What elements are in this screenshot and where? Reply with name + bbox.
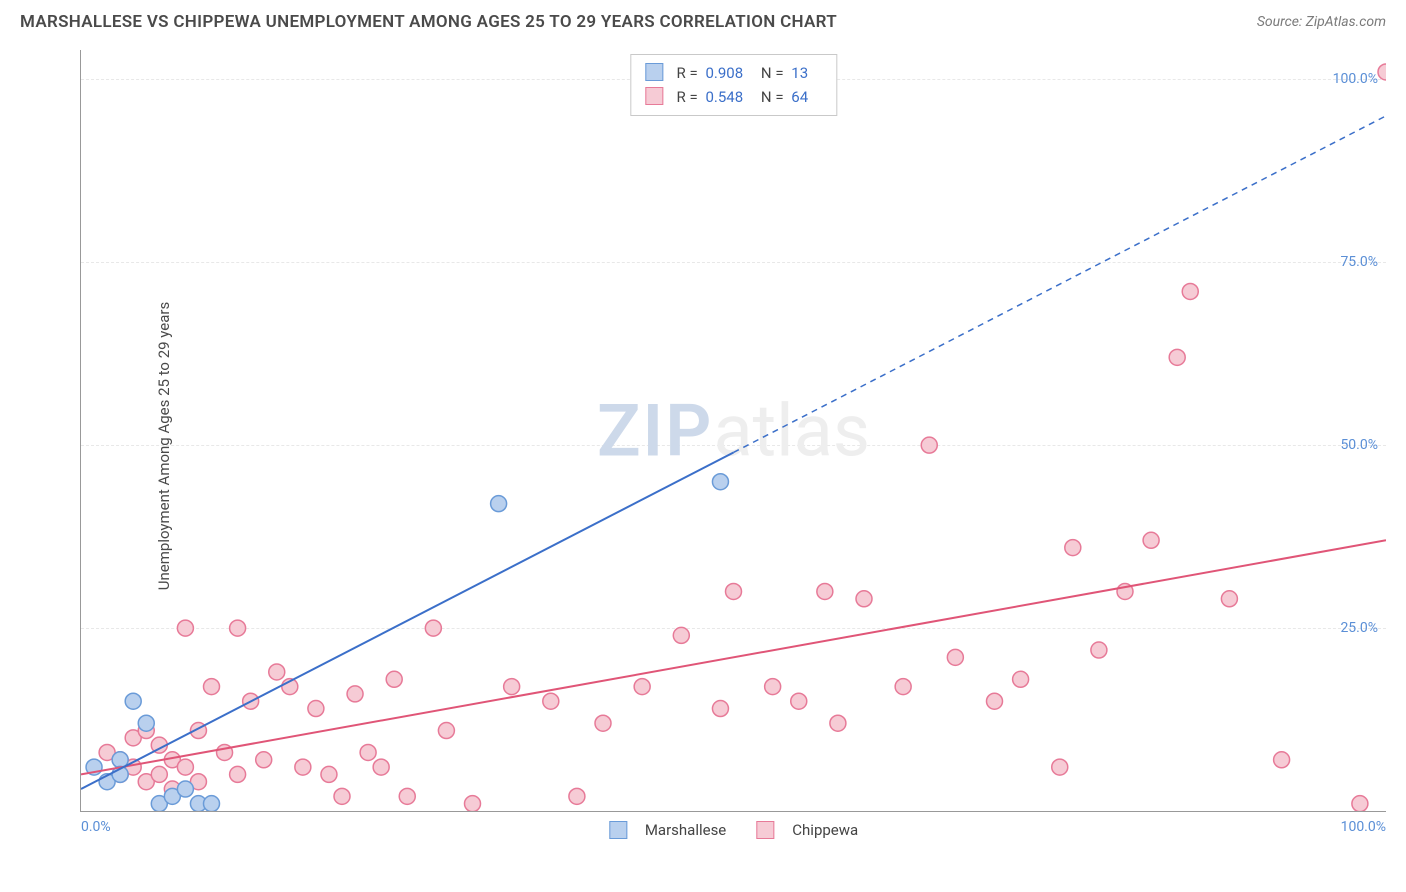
point-chippewa [1143, 532, 1159, 548]
legend-label-marshallese: Marshallese [645, 821, 726, 839]
point-chippewa [895, 679, 911, 695]
point-chippewa [1378, 64, 1386, 80]
legend-item-chippewa: Chippewa [756, 821, 858, 839]
point-chippewa [360, 744, 376, 760]
point-chippewa [947, 649, 963, 665]
point-chippewa [151, 766, 167, 782]
point-chippewa [791, 693, 807, 709]
point-chippewa [334, 788, 350, 804]
point-chippewa [765, 679, 781, 695]
point-chippewa [373, 759, 389, 775]
point-marshallese [491, 496, 507, 512]
point-marshallese [138, 715, 154, 731]
scatter-layer [81, 50, 1386, 811]
plot-area: ZIPatlas R = 0.908 N = 13 R = 0.548 N = … [80, 50, 1386, 812]
point-marshallese [177, 781, 193, 797]
point-marshallese [125, 693, 141, 709]
stat-R-marshallese: 0.908 [705, 64, 743, 82]
point-chippewa [256, 752, 272, 768]
trend-line-chippewa [81, 540, 1386, 774]
point-chippewa [386, 671, 402, 687]
point-chippewa [465, 796, 481, 811]
point-chippewa [308, 701, 324, 717]
legend-item-marshallese: Marshallese [609, 821, 726, 839]
point-chippewa [817, 583, 833, 599]
stat-N-label: N = [761, 88, 784, 106]
point-chippewa [726, 583, 742, 599]
stat-R-chippewa: 0.548 [705, 88, 743, 106]
swatch-chippewa [645, 87, 663, 105]
point-chippewa [634, 679, 650, 695]
chart-container: Unemployment Among Ages 25 to 29 years Z… [50, 50, 1386, 842]
point-chippewa [1065, 540, 1081, 556]
swatch-marshallese [609, 821, 627, 839]
stat-N-label: N = [761, 64, 784, 82]
point-chippewa [269, 664, 285, 680]
trend-line-marshallese-dashed [734, 116, 1387, 453]
point-chippewa [177, 620, 193, 636]
point-chippewa [569, 788, 585, 804]
point-chippewa [1274, 752, 1290, 768]
point-chippewa [295, 759, 311, 775]
point-marshallese [204, 796, 220, 811]
point-chippewa [543, 693, 559, 709]
point-chippewa [921, 437, 937, 453]
point-chippewa [230, 766, 246, 782]
point-chippewa [987, 693, 1003, 709]
legend-label-chippewa: Chippewa [792, 821, 858, 839]
point-chippewa [204, 679, 220, 695]
stat-R-label: R = [677, 64, 698, 82]
stat-N-marshallese: 13 [791, 64, 808, 82]
point-chippewa [856, 591, 872, 607]
point-chippewa [1091, 642, 1107, 658]
swatch-chippewa [756, 821, 774, 839]
point-chippewa [399, 788, 415, 804]
point-chippewa [673, 627, 689, 643]
point-chippewa [425, 620, 441, 636]
point-chippewa [595, 715, 611, 731]
source-label: Source: ZipAtlas.com [1257, 14, 1386, 30]
point-chippewa [321, 766, 337, 782]
point-chippewa [438, 723, 454, 739]
point-chippewa [347, 686, 363, 702]
point-chippewa [1013, 671, 1029, 687]
point-chippewa [712, 701, 728, 717]
point-chippewa [1221, 591, 1237, 607]
stats-row-chippewa: R = 0.548 N = 64 [645, 85, 822, 109]
x-tick-label: 0.0% [81, 819, 111, 835]
chart-title: MARSHALLESE VS CHIPPEWA UNEMPLOYMENT AMO… [20, 12, 837, 32]
x-tick-label: 100.0% [1341, 819, 1386, 835]
trend-line-marshallese-solid [81, 452, 734, 789]
point-chippewa [230, 620, 246, 636]
point-chippewa [504, 679, 520, 695]
stat-R-label: R = [677, 88, 698, 106]
swatch-marshallese [645, 63, 663, 81]
point-chippewa [1169, 349, 1185, 365]
point-marshallese [712, 474, 728, 490]
legend: Marshallese Chippewa [609, 821, 858, 839]
point-chippewa [1182, 283, 1198, 299]
point-chippewa [177, 759, 193, 775]
point-chippewa [830, 715, 846, 731]
point-chippewa [1052, 759, 1068, 775]
stats-box: R = 0.908 N = 13 R = 0.548 N = 64 [630, 54, 837, 116]
stat-N-chippewa: 64 [791, 88, 808, 106]
stats-row-marshallese: R = 0.908 N = 13 [645, 61, 822, 85]
point-chippewa [1352, 796, 1368, 811]
